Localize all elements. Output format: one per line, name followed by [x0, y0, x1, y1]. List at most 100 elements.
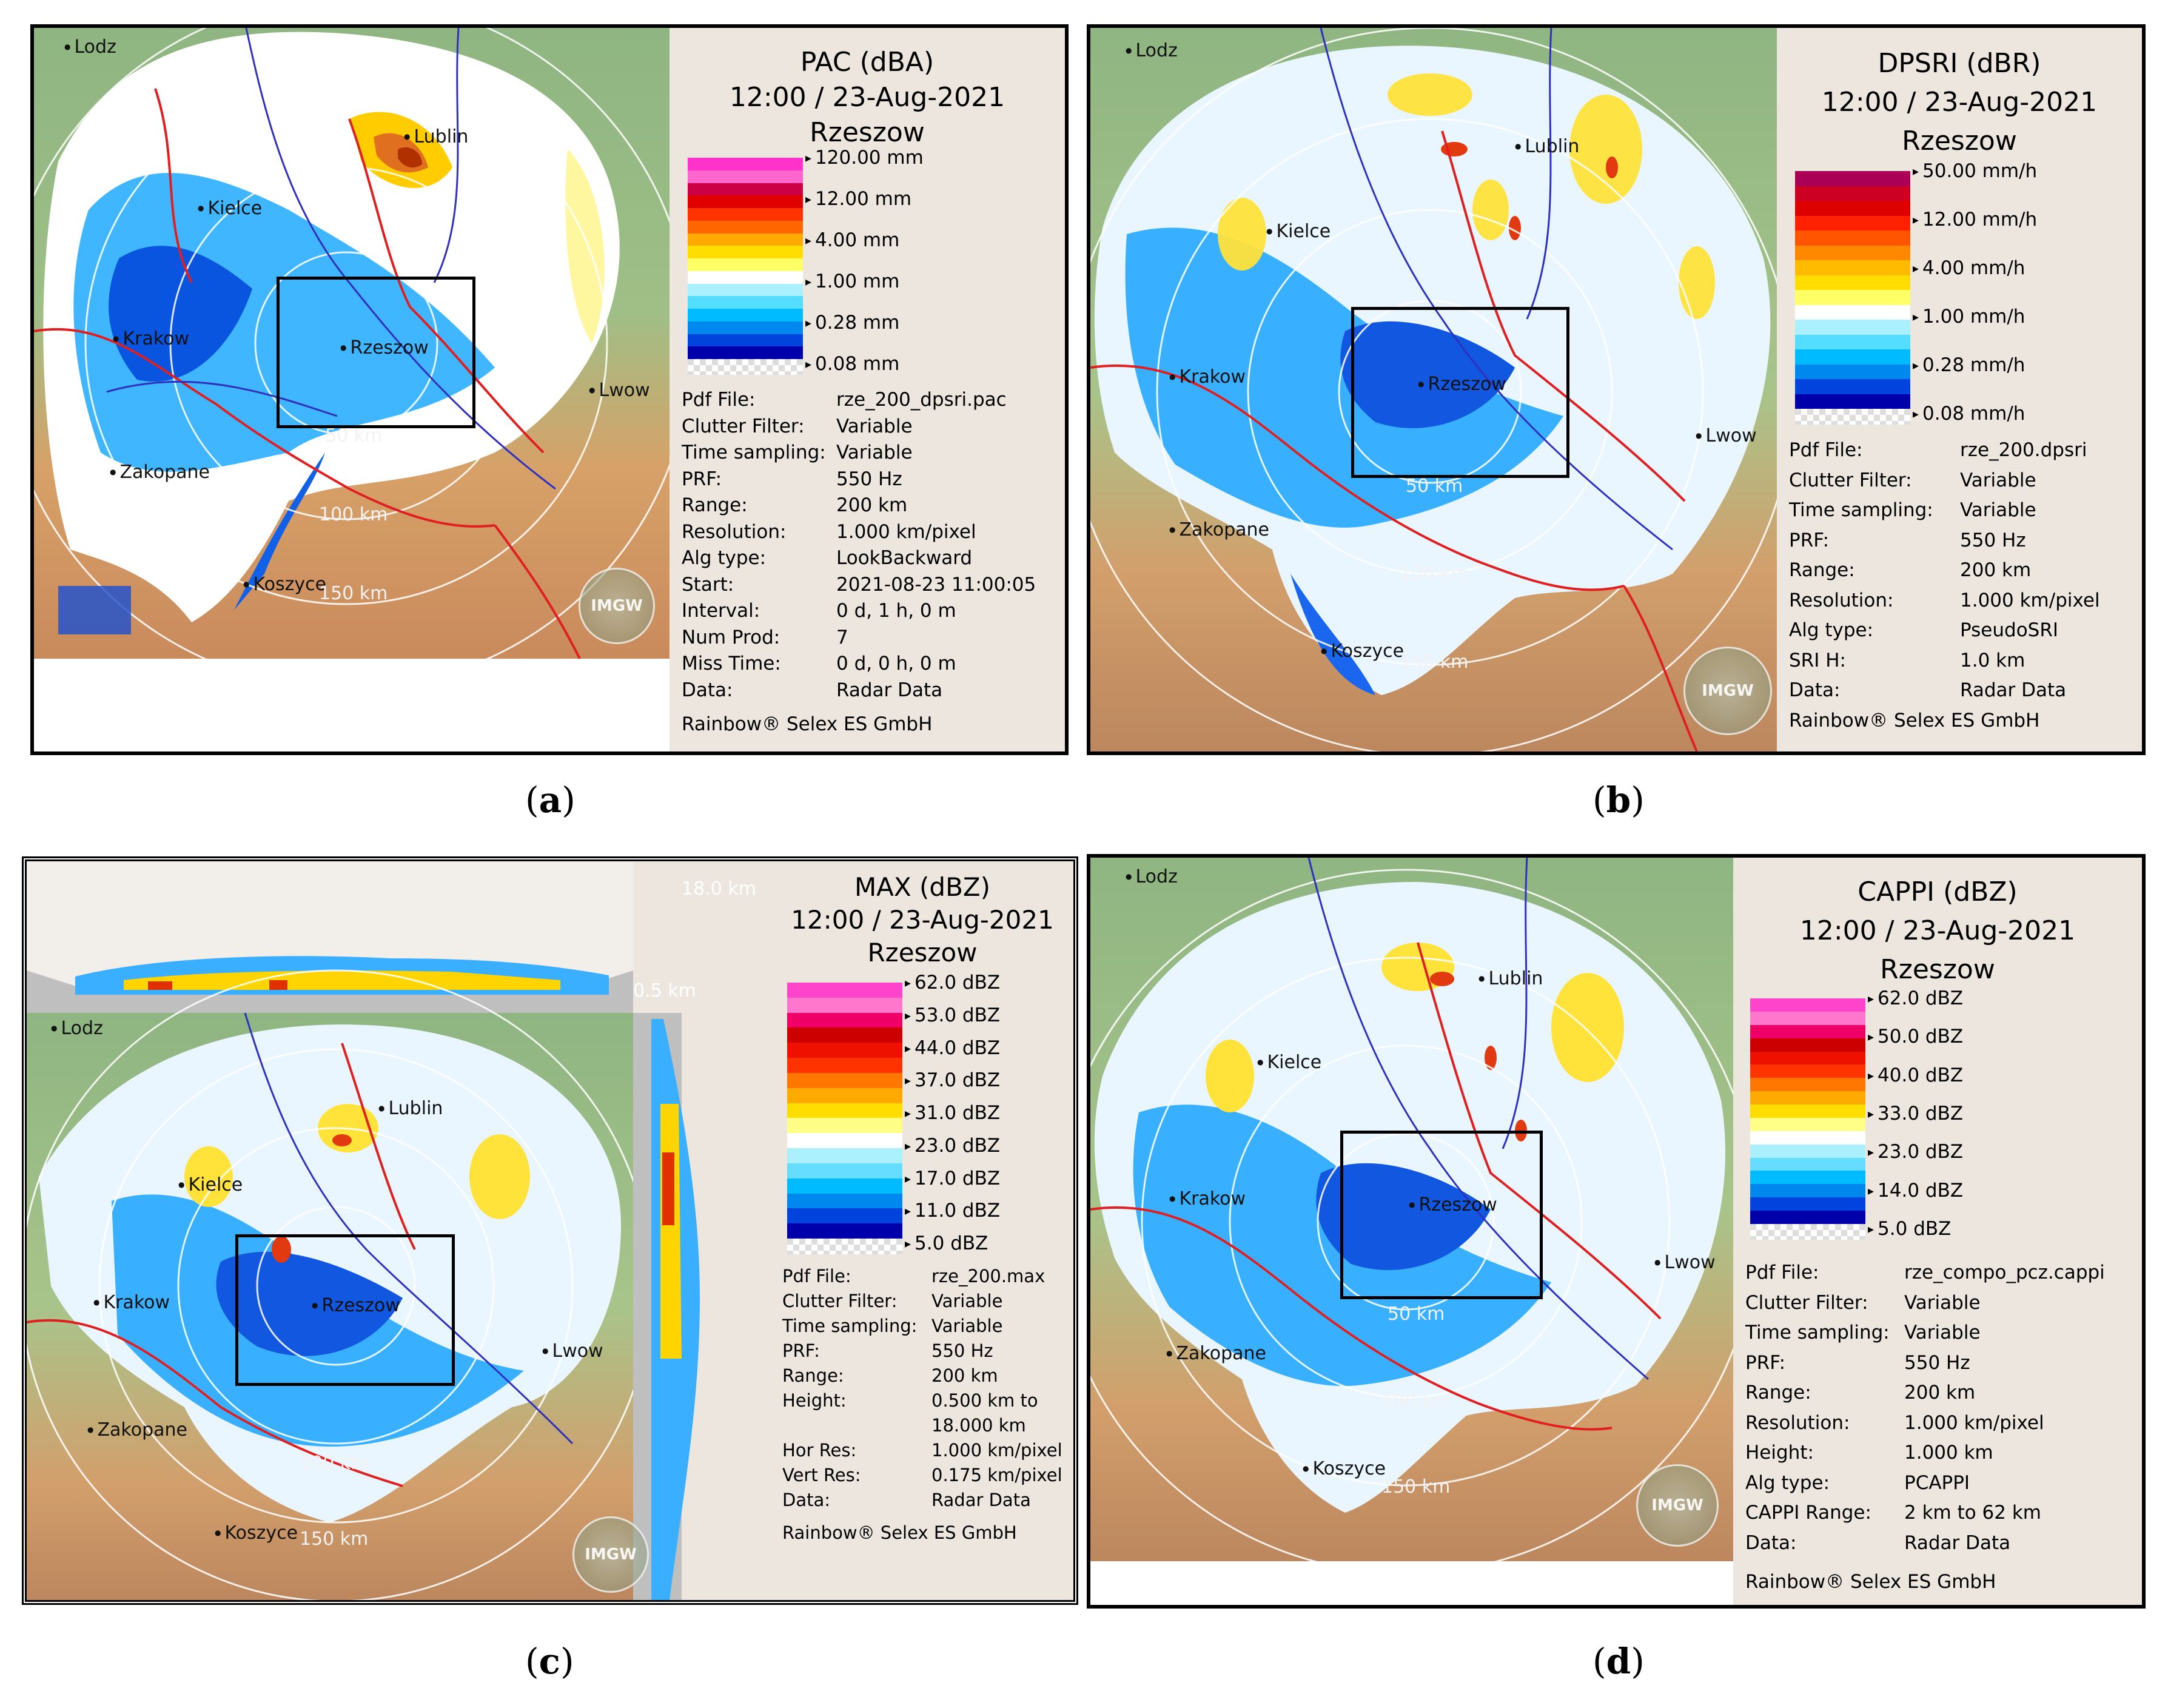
metadata-key: Resolution:: [1789, 589, 1894, 611]
city-label: Lodz: [1126, 866, 1177, 887]
city-label: Zakopane: [87, 1419, 187, 1441]
radar-map: Lodz Lublin Kielce Krakow Rzeszow Lwow Z…: [1090, 28, 1784, 751]
scale-swatch: [1750, 1011, 1865, 1025]
imgw-logo: IMGW: [579, 568, 655, 644]
metadata-value: Radar Data: [836, 679, 943, 701]
metadata-value: 200 km: [1904, 1382, 1976, 1404]
scale-swatch: [787, 997, 902, 1013]
metadata-row: Data: Radar Data: [1745, 1528, 2133, 1559]
metadata-key: Pdf File:: [1745, 1262, 1819, 1283]
range-ring-label: 50 km: [1406, 476, 1463, 497]
radar-site: Rzeszow: [867, 938, 978, 967]
metadata-key: Pdf File:: [1789, 439, 1863, 461]
metadata-row: Resolution: 1.000 km/pixel: [1745, 1408, 2133, 1439]
metadata-row: Data: Radar Data: [1789, 676, 2135, 706]
metadata-key: Data:: [782, 1490, 831, 1510]
scale-swatch: [1795, 290, 1910, 305]
city-label: Kielce: [1266, 221, 1331, 242]
color-scale: 62.0 dBZ 50.0 dBZ 40.0 dBZ 33.0 dBZ 23.0 dBZ…: [1750, 987, 1963, 1241]
metadata-key: Data:: [1789, 679, 1841, 701]
metadata-row: Pdf File: rze_200.dpsri: [1789, 435, 2135, 466]
scale-swatch: [1750, 1104, 1865, 1118]
metadata-key: PRF:: [1789, 529, 1830, 551]
range-ring-label: 50 km: [1388, 1303, 1445, 1325]
city-label: Lwow: [1654, 1252, 1715, 1273]
region-of-interest-box: [277, 277, 475, 428]
scale-swatch: [1795, 171, 1910, 186]
metadata-row: Range: 200 km: [782, 1363, 1067, 1388]
scale-swatch: [1795, 364, 1910, 380]
color-scale: 50.00 mm/h 12.00 mm/h 4.00 mm/h 1.00 mm/h 0.…: [1795, 160, 2037, 426]
metadata-table: Pdf File: rze_200.dpsri Clutter Filter: Var…: [1789, 435, 2135, 706]
scale-label: 62.0 dBZ: [905, 972, 1000, 994]
metadata-row: Height: 0.500 km to 18.000 km: [782, 1388, 1067, 1438]
metadata-key: Time sampling:: [782, 1316, 918, 1336]
scale-swatch: [787, 1178, 902, 1194]
scale-swatch: [1750, 1197, 1865, 1211]
metadata-value: 200 km: [931, 1365, 998, 1386]
scale-swatch: [787, 1223, 902, 1239]
scale-swatch: [688, 283, 803, 297]
metadata-value: 2 km to 62 km: [1904, 1502, 2042, 1524]
scale-label: 5.0 dBZ: [1868, 1218, 1951, 1240]
metadata-key: Vert Res:: [782, 1465, 861, 1485]
credit: Rainbow® Selex ES GmbH: [1745, 1571, 1996, 1593]
metadata-key: Height:: [1745, 1442, 1814, 1464]
scale-swatch: [787, 1208, 902, 1224]
range-ring-label: 100 km: [319, 504, 388, 525]
metadata-value: Variable: [931, 1316, 1003, 1336]
metadata-row: Resolution: 1.000 km/pixel: [1789, 586, 2135, 616]
city-label: Lublin: [378, 1098, 443, 1119]
imgw-logo: IMGW: [1683, 647, 1772, 735]
metadata-row: Miss Time: 0 d, 0 h, 0 m: [682, 651, 1058, 677]
scale-label: 37.0 dBZ: [905, 1069, 1000, 1091]
legend-panel: DPSRI (dBR) 12:00 / 23-Aug-2021 Rzeszow …: [1777, 28, 2142, 751]
product-time: 12:00 / 23-Aug-2021: [729, 82, 1005, 113]
caption-d: (d): [1592, 1641, 1645, 1682]
metadata-key: Time sampling:: [682, 442, 826, 463]
credit: Rainbow® Selex ES GmbH: [1789, 710, 2040, 731]
metadata-row: Hor Res: 1.000 km/pixel: [782, 1438, 1067, 1463]
metadata-row: Height: 1.000 km: [1745, 1438, 2133, 1468]
metadata-value: Variable: [1960, 499, 2036, 521]
color-scale: 62.0 dBZ 53.0 dBZ 44.0 dBZ 37.0 dBZ 31.0 dBZ…: [787, 972, 1000, 1256]
metadata-key: Data:: [1745, 1531, 1797, 1554]
scale-no-data-swatch: [688, 359, 803, 375]
metadata-row: SRI H: 1.0 km: [1789, 646, 2135, 676]
scale-no-data-swatch: [1795, 409, 1910, 425]
range-ring-label: 50 km: [325, 425, 383, 446]
panel-cappi: Lodz Lublin Kielce Krakow Rzeszow Lwow Z…: [1087, 854, 2146, 1609]
scale-swatch: [787, 1133, 902, 1149]
scale-label: 33.0 dBZ: [1868, 1103, 1963, 1125]
metadata-row: CAPPI Range: 2 km to 62 km: [1745, 1498, 2133, 1528]
metadata-table: Pdf File: rze_compo_pcz.cappi Clutter Filt…: [1745, 1258, 2133, 1558]
scale-swatch: [1750, 998, 1865, 1012]
city-label: Rzeszow: [340, 337, 428, 358]
metadata-row: Range: 200 km: [1745, 1378, 2133, 1408]
city-label: Lublin: [1515, 136, 1579, 157]
metadata-row: Data: Radar Data: [782, 1488, 1067, 1513]
metadata-value: 1.000 km/pixel: [836, 520, 976, 543]
scale-swatch: [787, 1012, 902, 1028]
metadata-value: 200 km: [836, 494, 908, 516]
metadata-value: Variable: [1904, 1322, 1981, 1343]
metadata-row: Alg type: PseudoSRI: [1789, 616, 2135, 646]
metadata-row: Vert Res: 0.175 km/pixel: [782, 1463, 1067, 1488]
scale-swatch: [787, 1027, 902, 1043]
metadata-value: Variable: [1904, 1291, 1981, 1314]
city-label: Rzeszow: [1418, 374, 1506, 395]
metadata-row: Time sampling: Variable: [1789, 496, 2135, 526]
metadata-key: Miss Time:: [682, 653, 781, 674]
metadata-value: 550 Hz: [931, 1340, 993, 1361]
city-label: Krakow: [1169, 366, 1246, 388]
caption-letter: d: [1606, 1641, 1631, 1682]
scale-swatch: [688, 321, 803, 334]
scale-swatch: [688, 246, 803, 259]
metadata-value: rze_200.max: [931, 1266, 1045, 1286]
metadata-key: Range:: [1745, 1382, 1811, 1404]
city-label: Koszyce: [1303, 1458, 1386, 1479]
scale-swatch: [787, 1088, 902, 1103]
metadata-key: Alg type:: [1789, 619, 1874, 641]
metadata-key: Resolution:: [1745, 1411, 1850, 1434]
metadata-value: 550 Hz: [1904, 1351, 1970, 1374]
